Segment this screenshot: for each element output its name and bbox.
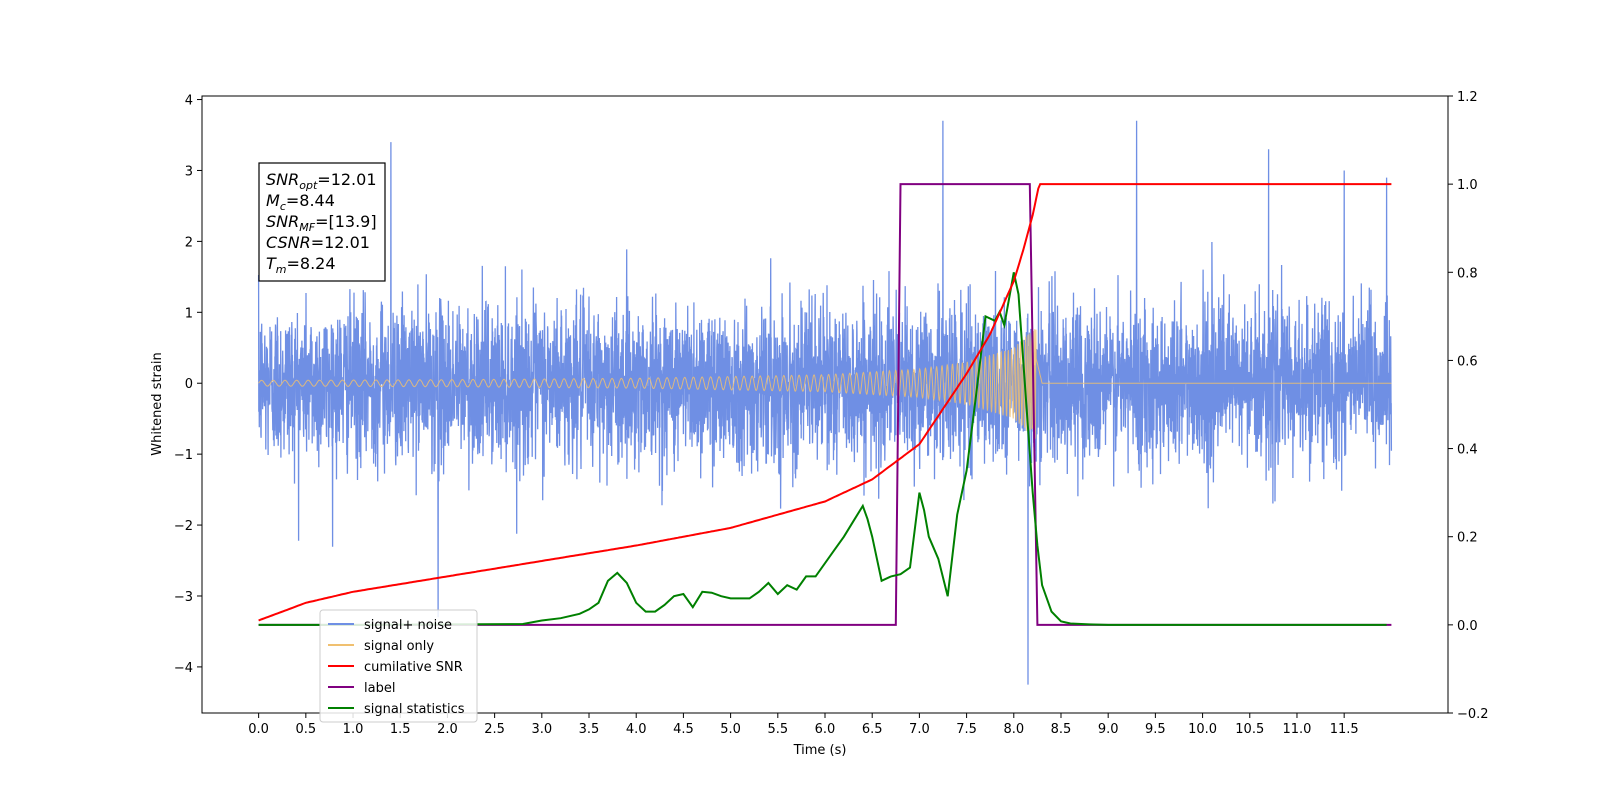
legend-label: label (364, 681, 395, 696)
x-tick-label: 1.0 (343, 722, 364, 737)
x-tick-label: 6.5 (862, 722, 883, 737)
y-left-tick-label: −1 (174, 448, 193, 463)
legend-frame (319, 609, 478, 723)
x-tick-label: 5.0 (720, 722, 741, 737)
series-signal-only (258, 329, 1392, 439)
y-left-tick-label: −4 (174, 661, 193, 676)
x-tick-label: 0.5 (295, 722, 316, 737)
series-signal-noise (257, 120, 1393, 685)
y-axis-label: Whitened strain (150, 352, 165, 455)
x-axis-label: Time (s) (793, 743, 847, 758)
x-tick-label: 3.0 (531, 722, 552, 737)
y-left-tick-label: 4 (185, 94, 193, 109)
y-left-tick-label: 0 (185, 377, 193, 392)
x-tick-label: 11.5 (1330, 722, 1359, 737)
y-axis-left: −4 −3 −2 −1 0 1 2 3 4 (174, 94, 202, 676)
x-tick-label: 8.0 (1003, 722, 1024, 737)
x-tick-label: 6.0 (815, 722, 836, 737)
y-right-tick-label: 1.2 (1457, 90, 1478, 105)
y-left-tick-label: 1 (185, 306, 193, 321)
annotation-line: CSNR=12.01 (266, 233, 370, 252)
series-cumulative-snr (258, 183, 1392, 622)
y-right-tick-label: 0.8 (1457, 266, 1478, 281)
x-tick-label: 2.0 (437, 722, 458, 737)
legend-label: signal statistics (364, 702, 465, 717)
x-tick-label: 7.0 (909, 722, 930, 737)
x-tick-label: 0.0 (248, 722, 269, 737)
x-tick-label: 1.5 (390, 722, 411, 737)
x-tick-label: 9.0 (1098, 722, 1119, 737)
x-tick-label: 2.5 (484, 722, 505, 737)
y-axis-right: −0.2 0.0 0.2 0.4 0.6 0.8 1.0 1.2 (1448, 90, 1489, 722)
x-tick-label: 4.5 (673, 722, 694, 737)
y-left-tick-label: 2 (185, 235, 193, 250)
annotation-line: SNRMF=[13.9] (266, 212, 377, 234)
y-right-tick-label: 1.0 (1457, 178, 1478, 193)
x-tick-label: 7.5 (956, 722, 977, 737)
legend-label: signal+ noise (364, 618, 452, 633)
x-tick-label: 9.5 (1145, 722, 1166, 737)
y-left-tick-label: −2 (174, 519, 193, 534)
y-right-tick-label: 0.0 (1457, 619, 1478, 634)
y-right-tick-label: 0.4 (1457, 443, 1478, 458)
stats-annotation-box: SNRopt=12.01Mc=8.44SNRMF=[13.9]CSNR=12.0… (258, 162, 386, 282)
annotation-line: Mc=8.44 (266, 191, 335, 213)
y-left-tick-label: 3 (185, 164, 193, 179)
y-right-tick-label: 0.2 (1457, 531, 1478, 546)
x-tick-label: 5.5 (767, 722, 788, 737)
x-tick-label: 10.5 (1235, 722, 1264, 737)
x-tick-label: 11.0 (1282, 722, 1311, 737)
annotation-frame (258, 162, 386, 282)
legend-label: signal only (364, 639, 434, 654)
y-left-tick-label: −3 (174, 590, 193, 605)
annotation-line: SNRopt=12.01 (266, 170, 377, 192)
x-tick-label: 3.5 (579, 722, 600, 737)
x-tick-label: 8.5 (1051, 722, 1072, 737)
y-right-tick-label: 0.6 (1457, 354, 1478, 369)
x-tick-label: 10.0 (1188, 722, 1217, 737)
x-axis: 0.0 0.5 1.0 1.5 2.0 2.5 3.0 3.5 4.0 4.5 5.0 5.5 6.0 6… (248, 713, 1359, 737)
annotation-line: Tm=8.24 (266, 254, 336, 276)
y-right-tick-label: −0.2 (1457, 707, 1489, 722)
series-signal-statistics (258, 272, 1387, 626)
legend: signal+ noise signal only cumilative SNR la… (319, 609, 478, 723)
x-tick-label: 4.0 (626, 722, 647, 737)
legend-label: cumilative SNR (364, 660, 463, 675)
